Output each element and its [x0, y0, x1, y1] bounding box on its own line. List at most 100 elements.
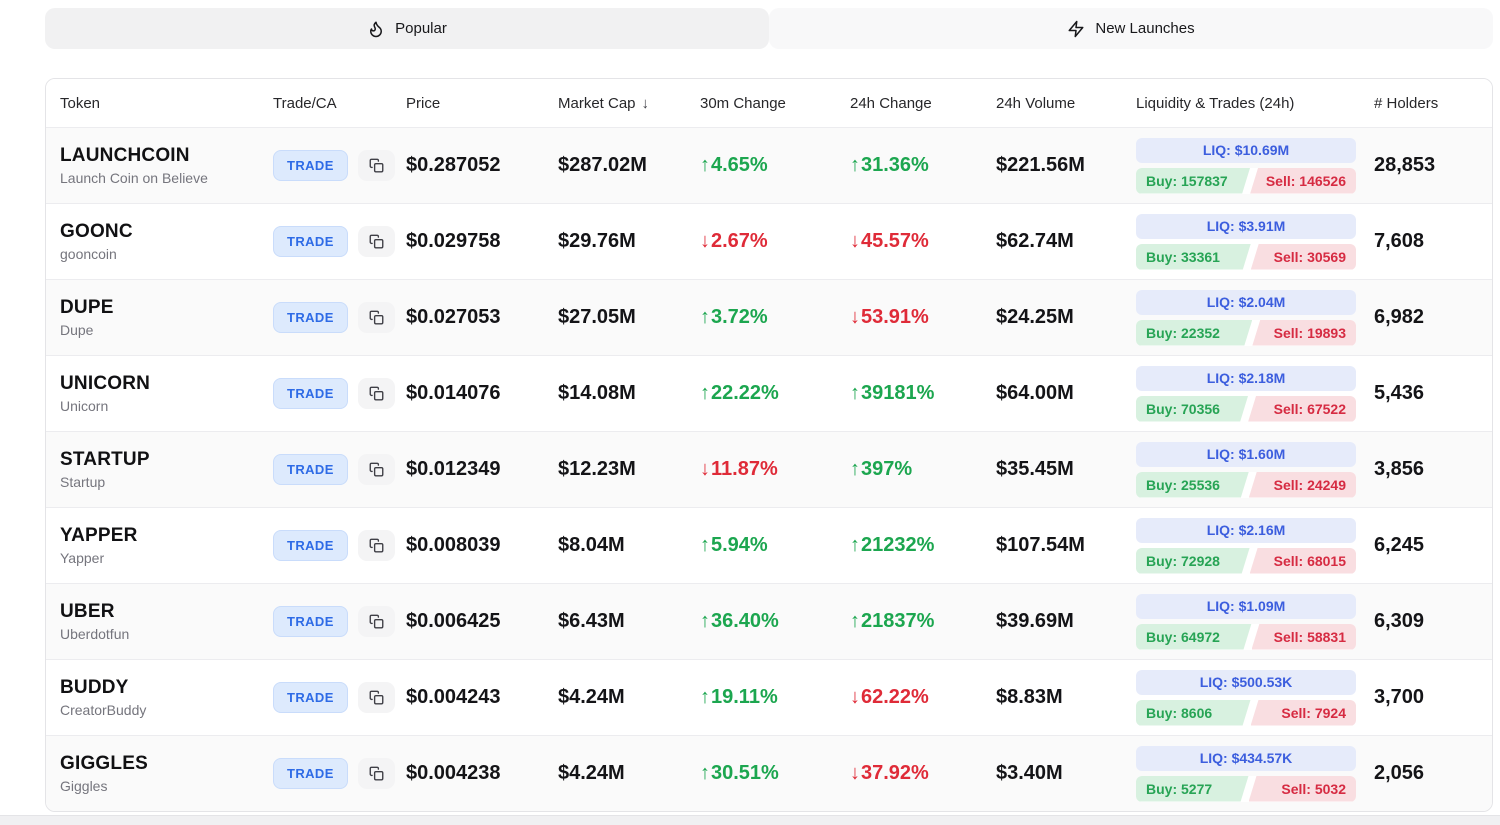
- trade-button[interactable]: TRADE: [273, 378, 348, 409]
- market-cap-cell: $6.43M: [558, 610, 625, 632]
- liquidity-badge: LIQ: $1.60M: [1136, 441, 1356, 467]
- tab-popular-label: Popular: [395, 20, 447, 37]
- change-24h-arrow-icon: ↓: [850, 230, 860, 252]
- trade-ca-cell: TRADE: [271, 530, 404, 561]
- market-cap-cell: $287.02M: [558, 154, 647, 176]
- copy-ca-button[interactable]: [357, 150, 395, 181]
- volume-24h-cell: $8.83M: [996, 686, 1063, 708]
- buy-badge: Buy: 22352: [1136, 320, 1252, 346]
- change-24h-cell: ↑ 21232%: [848, 534, 994, 557]
- table-header-row: Token Trade/CA Price Market Cap ↓ 30m Cha…: [46, 79, 1492, 127]
- tab-popular[interactable]: Popular: [45, 8, 769, 49]
- col-header-market-cap[interactable]: Market Cap ↓: [556, 95, 698, 112]
- change-24h-cell: ↑ 31.36%: [848, 154, 994, 177]
- holders-cell: 6,245: [1374, 534, 1425, 556]
- change-24h-cell: ↓ 45.57%: [848, 230, 994, 253]
- copy-ca-button[interactable]: [357, 302, 395, 333]
- change-24h-arrow-icon: ↑: [850, 610, 860, 632]
- token-table: Token Trade/CA Price Market Cap ↓ 30m Cha…: [45, 78, 1493, 812]
- holders-cell: 2,056: [1374, 762, 1425, 784]
- copy-ca-button[interactable]: [357, 606, 395, 637]
- trade-button[interactable]: TRADE: [273, 226, 348, 257]
- token-cell: GOONC gooncoin: [46, 221, 271, 262]
- change-30m-arrow-icon: ↑: [700, 154, 710, 176]
- trade-button[interactable]: TRADE: [273, 606, 348, 637]
- trade-button[interactable]: TRADE: [273, 682, 348, 713]
- change-30m-cell: ↑ 3.72%: [698, 306, 848, 329]
- table-row[interactable]: YAPPER Yapper TRADE $0.008039 $8.04M ↑ 5…: [46, 507, 1492, 583]
- liquidity-badge: LIQ: $10.69M: [1136, 137, 1356, 163]
- token-symbol: STARTUP: [60, 449, 150, 470]
- token-symbol: DUPE: [60, 297, 114, 318]
- buy-badge: Buy: 25536: [1136, 472, 1249, 498]
- tab-new-launches[interactable]: New Launches: [769, 8, 1493, 49]
- col-header-24h-volume[interactable]: 24h Volume: [996, 94, 1076, 112]
- col-header-24h-change[interactable]: 24h Change: [850, 94, 932, 112]
- col-header-30m-change[interactable]: 30m Change: [700, 94, 786, 112]
- table-row[interactable]: LAUNCHCOIN Launch Coin on Believe TRADE …: [46, 127, 1492, 203]
- sell-badge: Sell: 19893: [1252, 319, 1356, 346]
- copy-icon: [369, 614, 384, 629]
- sell-badge: Sell: 67522: [1248, 395, 1356, 422]
- market-cap-cell: $4.24M: [558, 686, 625, 708]
- liquidity-trades-cell: LIQ: $1.09M Buy: 64972 Sell: 58831: [1134, 593, 1372, 650]
- sell-badge: Sell: 58831: [1251, 623, 1356, 650]
- copy-ca-button[interactable]: [357, 530, 395, 561]
- trade-button[interactable]: TRADE: [273, 530, 348, 561]
- copy-ca-button[interactable]: [357, 682, 395, 713]
- col-header-liquidity-trades: Liquidity & Trades (24h): [1136, 94, 1295, 112]
- liquidity-badge: LIQ: $3.91M: [1136, 213, 1356, 239]
- col-header-price[interactable]: Price: [406, 94, 441, 112]
- market-cap-cell: $14.08M: [558, 382, 636, 404]
- trade-button[interactable]: TRADE: [273, 758, 348, 789]
- table-row[interactable]: STARTUP Startup TRADE $0.012349 $12.23M …: [46, 431, 1492, 507]
- table-row[interactable]: BUDDY CreatorBuddy TRADE $0.004243 $4.24…: [46, 659, 1492, 735]
- token-cell: DUPE Dupe: [46, 297, 271, 338]
- change-30m-arrow-icon: ↑: [700, 610, 710, 632]
- liquidity-trades-cell: LIQ: $10.69M Buy: 157837 Sell: 146526: [1134, 137, 1372, 194]
- col-header-trade-ca: Trade/CA: [273, 94, 337, 112]
- table-row[interactable]: GOONC gooncoin TRADE $0.029758 $29.76M ↓…: [46, 203, 1492, 279]
- trade-button[interactable]: TRADE: [273, 150, 348, 181]
- token-cell: STARTUP Startup: [46, 449, 271, 490]
- token-cell: YAPPER Yapper: [46, 525, 271, 566]
- trade-button[interactable]: TRADE: [273, 454, 348, 485]
- table-row[interactable]: UNICORN Unicorn TRADE $0.014076 $14.08M …: [46, 355, 1492, 431]
- liquidity-badge: LIQ: $2.18M: [1136, 365, 1356, 391]
- buy-sell-bar: Buy: 8606 Sell: 7924: [1136, 699, 1356, 726]
- market-cap-cell: $4.24M: [558, 762, 625, 784]
- buy-sell-bar: Buy: 72928 Sell: 68015: [1136, 547, 1356, 574]
- token-symbol: YAPPER: [60, 525, 138, 546]
- change-24h-cell: ↓ 37.92%: [848, 762, 994, 785]
- change-30m-cell: ↓ 2.67%: [698, 230, 848, 253]
- trade-ca-cell: TRADE: [271, 454, 404, 485]
- market-cap-cell: $27.05M: [558, 306, 636, 328]
- liquidity-badge: LIQ: $2.16M: [1136, 517, 1356, 543]
- table-row[interactable]: GIGGLES Giggles TRADE $0.004238 $4.24M ↑…: [46, 735, 1492, 811]
- change-24h-cell: ↓ 53.91%: [848, 306, 994, 329]
- copy-ca-button[interactable]: [357, 454, 395, 485]
- token-symbol: BUDDY: [60, 677, 129, 698]
- trade-ca-cell: TRADE: [271, 758, 404, 789]
- change-30m-value: 3.72%: [711, 306, 768, 328]
- copy-ca-button[interactable]: [357, 758, 395, 789]
- sell-badge: Sell: 30569: [1250, 243, 1356, 270]
- copy-ca-button[interactable]: [357, 378, 395, 409]
- price-cell: $0.014076: [406, 382, 501, 404]
- change-30m-cell: ↑ 30.51%: [698, 762, 848, 785]
- price-cell: $0.004238: [406, 762, 501, 784]
- token-name: Uberdotfun: [60, 626, 130, 642]
- volume-24h-cell: $107.54M: [996, 534, 1085, 556]
- trade-button[interactable]: TRADE: [273, 302, 348, 333]
- change-24h-arrow-icon: ↑: [850, 154, 860, 176]
- token-cell: GIGGLES Giggles: [46, 753, 271, 794]
- copy-icon: [369, 766, 384, 781]
- table-row[interactable]: UBER Uberdotfun TRADE $0.006425 $6.43M ↑…: [46, 583, 1492, 659]
- copy-ca-button[interactable]: [357, 226, 395, 257]
- trade-ca-cell: TRADE: [271, 302, 404, 333]
- buy-badge: Buy: 64972: [1136, 624, 1252, 650]
- market-cap-cell: $29.76M: [558, 230, 636, 252]
- buy-badge: Buy: 33361: [1136, 244, 1251, 270]
- table-row[interactable]: DUPE Dupe TRADE $0.027053 $27.05M ↑ 3.72…: [46, 279, 1492, 355]
- volume-24h-cell: $39.69M: [996, 610, 1074, 632]
